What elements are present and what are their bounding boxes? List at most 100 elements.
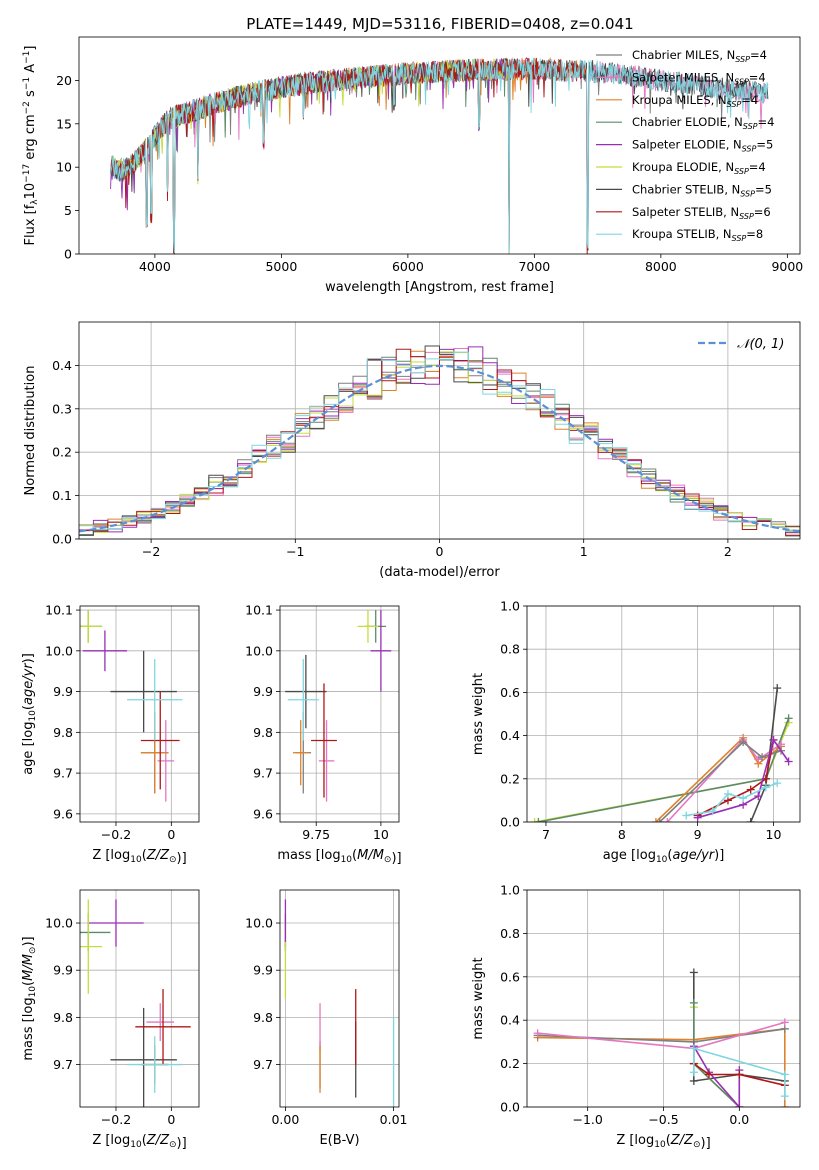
x-tick-label: 10 — [373, 827, 389, 842]
x-tick-label: 1 — [580, 544, 588, 559]
y-tick-label: 0.0 — [500, 815, 520, 830]
error-bar-point — [135, 989, 191, 1065]
x-tick-label: 0.00 — [271, 1112, 299, 1127]
y-tick-label: 5 — [64, 203, 72, 218]
y-axis-label: mass [log10(M/M⊙)] — [21, 936, 38, 1060]
x-tick-label: 9000 — [771, 259, 803, 274]
y-tick-label: 10 — [56, 160, 72, 175]
error-bar-point — [140, 691, 180, 790]
mass-weight-marker — [769, 735, 778, 744]
y-axis-label: Flux [fλ10−17 erg cm−2 s−1 A−1] — [22, 46, 40, 246]
mass-weight-marker — [705, 1070, 713, 1079]
axes-frame — [78, 36, 801, 255]
x-tick-label: 8000 — [645, 259, 677, 274]
y-tick-label: 9.6 — [53, 806, 73, 821]
y-axis-label: mass weight — [471, 957, 486, 1039]
y-tick-label: 0.4 — [500, 1013, 520, 1028]
mass-weight-line — [692, 1047, 786, 1097]
mass-weight-vs-metallicity-plot: −1.0 −0.5 0.0 0.0 0.2 0.4 0.6 0.8 1.0 Z [log10(Z/… — [471, 883, 801, 1151]
mass-weight-marker — [780, 1092, 789, 1101]
y-axis-label: Normed distribution — [23, 366, 38, 496]
y-axis-label: age [log10(age/yr)] — [21, 653, 38, 775]
histogram-step — [79, 348, 800, 536]
x-axis-label: E(B-V) — [319, 1133, 359, 1148]
mass-weight-marker — [780, 1018, 789, 1027]
mass-weight-marker — [689, 968, 698, 977]
error-bar-point — [80, 610, 103, 643]
error-bar-point — [292, 720, 309, 786]
y-tick-label: 9.9 — [53, 684, 73, 699]
x-tick-label: 9 — [694, 827, 702, 842]
mass-weight-line — [686, 782, 778, 817]
legend-entry: Salpeter STELIB, NSSP=6 — [632, 205, 771, 221]
x-tick-label: 2 — [724, 544, 732, 559]
x-axis-label: Z [log10(Z/Z⊙)] — [92, 1133, 186, 1151]
x-tick-label: 0 — [167, 1112, 175, 1127]
mass-weight-marker — [739, 794, 748, 803]
axes-frame — [526, 889, 801, 1108]
age-vs-mass-plot: 9.75 10 9.6 9.7 9.8 9.9 10.0 10.1 mass [log10(M/… — [245, 603, 401, 866]
mass-weight-marker — [663, 818, 672, 822]
x-tick-label: 7 — [542, 827, 550, 842]
y-tick-label: 9.8 — [53, 1010, 73, 1025]
mass-weight-marker — [735, 1070, 744, 1079]
y-tick-label: 9.9 — [253, 684, 273, 699]
y-tick-label: 0.0 — [500, 1100, 520, 1115]
mass-weight-marker — [682, 811, 691, 820]
error-bar-point — [82, 630, 128, 672]
y-tick-label: 10.0 — [245, 643, 273, 658]
y-tick-label: 0.0 — [52, 532, 72, 547]
legend-entry: Chabrier ELODIE, NSSP=4 — [632, 115, 774, 131]
error-bar-point — [318, 720, 335, 802]
error-bar-point — [80, 899, 103, 994]
error-bar-point — [146, 1003, 175, 1041]
mass-weight-line — [693, 1045, 741, 1107]
y-tick-label: 0.3 — [52, 401, 72, 416]
mass-weight-marker — [708, 807, 717, 816]
legend: Chabrier MILES, NSSP=4 Salpeter MILES, NS… — [596, 48, 774, 243]
mass-weight-marker — [723, 789, 732, 798]
y-tick-label: 10.1 — [245, 603, 273, 618]
mass-weight-marker — [784, 757, 793, 766]
normal-curve — [79, 364, 800, 533]
mass-weight-marker — [530, 818, 539, 822]
x-axis-label: (data-model)/error — [379, 565, 500, 580]
x-tick-label: 7000 — [518, 259, 550, 274]
axes-frame — [279, 605, 400, 823]
axes-frame — [79, 605, 200, 823]
mass-weight-marker — [655, 818, 664, 822]
error-bar-point — [110, 1007, 177, 1107]
x-axis-label: age [log10(age/yr)] — [603, 848, 725, 865]
y-tick-label: 0.4 — [500, 728, 520, 743]
mass-weight-marker — [784, 714, 793, 723]
mass-weight-marker — [534, 818, 543, 822]
mass-weight-marker — [780, 1070, 789, 1079]
y-tick-label: 9.9 — [253, 963, 273, 978]
x-axis-label: Z [log10(Z/Z⊙)] — [616, 1133, 710, 1151]
y-tick-label: 9.7 — [53, 766, 73, 781]
error-bar-point — [110, 650, 177, 733]
mass-weight-marker — [651, 818, 660, 822]
y-tick-label: 0.8 — [500, 642, 520, 657]
error-bar-point — [357, 610, 379, 643]
mass-weight-marker — [758, 753, 767, 762]
x-tick-label: −0.5 — [648, 1112, 678, 1127]
x-tick-label: −1 — [286, 544, 304, 559]
y-tick-label: 0.4 — [52, 358, 72, 373]
x-tick-label: 9.75 — [302, 827, 330, 842]
y-tick-label: 9.7 — [253, 766, 273, 781]
error-bar-point — [285, 654, 327, 729]
y-tick-label: 10.1 — [45, 603, 73, 618]
x-axis-label: mass [log10(M/M⊙)] — [277, 848, 401, 866]
error-bar-point — [127, 1036, 183, 1093]
x-tick-label: −0.2 — [101, 827, 131, 842]
axes-frame — [279, 889, 400, 1108]
mass-weight-marker — [689, 1076, 698, 1085]
age-vs-metallicity-plot: −0.2 0 9.6 9.7 9.8 9.9 10.0 10.1 Z [log10(Z/Z⊙)]… — [21, 603, 200, 866]
y-tick-label: 0.2 — [52, 445, 72, 460]
y-tick-label: 9.8 — [253, 725, 273, 740]
legend-entry: Chabrier MILES, NSSP=4 — [632, 48, 767, 64]
y-tick-label: 1.0 — [500, 599, 520, 614]
mass-weight-marker — [754, 792, 763, 801]
